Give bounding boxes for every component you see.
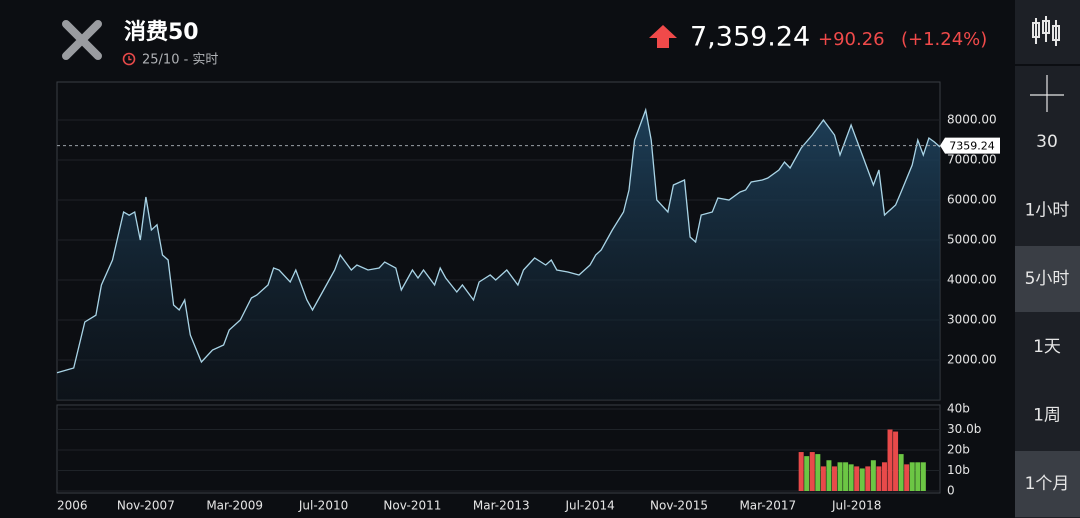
sidebar-button[interactable] xyxy=(1015,382,1080,449)
title: 消费50 xyxy=(124,20,199,45)
volume-bar xyxy=(876,466,882,491)
y-tick-label: 6000.00 xyxy=(947,193,997,207)
volume-bar xyxy=(904,464,910,491)
y-tick-label: 4000.00 xyxy=(947,273,997,287)
volume-bar xyxy=(798,452,804,491)
volume-bar xyxy=(804,456,810,491)
time-label: 25/10 - 实时 xyxy=(142,53,218,68)
x-tick-label: Mar-2009 xyxy=(206,499,263,513)
volume-bar xyxy=(870,460,876,491)
y-tick-label: 2000.00 xyxy=(947,353,997,367)
y-tick-label: 0 xyxy=(947,484,955,498)
x-tick-label: 2006 xyxy=(57,499,88,513)
y-tick-label: 10b xyxy=(947,463,970,477)
volume-bar xyxy=(854,466,860,491)
y-tick-label: 5000.00 xyxy=(947,233,997,247)
x-tick-label: Mar-2013 xyxy=(473,499,530,513)
volume-bar xyxy=(837,462,843,491)
sidebar-label: 1小时 xyxy=(1025,201,1070,221)
volume-bar xyxy=(898,454,904,491)
volume-bar xyxy=(831,466,837,491)
sidebar-label: 1个月 xyxy=(1025,474,1070,494)
sidebar-button[interactable] xyxy=(1015,451,1080,517)
x-tick-label: Jul-2018 xyxy=(831,499,881,513)
volume-bar xyxy=(887,429,893,491)
sidebar-label: 5小时 xyxy=(1025,269,1070,289)
change-percent: (+1.24%) xyxy=(901,29,987,50)
y-tick-label: 3000.00 xyxy=(947,313,997,327)
x-tick-label: Jul-2014 xyxy=(564,499,614,513)
sidebar-label: 30 xyxy=(1036,132,1058,152)
y-tick-label: 8000.00 xyxy=(947,113,997,127)
volume-bar xyxy=(820,466,826,491)
x-tick-label: Mar-2017 xyxy=(739,499,796,513)
y-tick-label: 30.0b xyxy=(947,422,981,436)
last-price-box xyxy=(940,137,1000,154)
x-tick-label: Nov-2015 xyxy=(650,499,708,513)
y-tick-label: 20b xyxy=(947,443,970,457)
change: +90.26 xyxy=(818,29,885,50)
sidebar-button[interactable] xyxy=(1015,246,1080,312)
up-arrow xyxy=(649,25,677,48)
price: 7,359.24 xyxy=(690,22,810,53)
volume-bar xyxy=(809,452,815,491)
sidebar-button[interactable] xyxy=(1015,177,1080,244)
volume-bar xyxy=(909,462,915,491)
volume-bar xyxy=(815,454,821,491)
y-tick-label: 40b xyxy=(947,402,970,416)
volume-bar xyxy=(843,462,849,491)
y-tick-label: 7000.00 xyxy=(947,153,997,167)
x-tick-label: Jul-2010 xyxy=(298,499,348,513)
sidebar-label: 1天 xyxy=(1033,337,1061,357)
volume-bar xyxy=(893,431,899,491)
volume-bar xyxy=(920,462,926,491)
candle-icon[interactable] xyxy=(1032,16,1060,46)
volume-bar xyxy=(848,464,854,491)
price-line xyxy=(56,107,941,374)
volume-panel xyxy=(56,404,941,494)
clock-icon xyxy=(122,52,136,66)
volume-bar xyxy=(826,460,832,491)
volume-bar xyxy=(881,462,887,491)
volume-bar xyxy=(865,466,871,491)
volume-bar xyxy=(915,462,921,491)
volume-bar xyxy=(859,468,865,491)
sidebar-button[interactable] xyxy=(1015,314,1080,380)
x-tick-label: Nov-2011 xyxy=(383,499,441,513)
crosshair-icon[interactable] xyxy=(1030,75,1064,112)
x-tick-label: Nov-2007 xyxy=(117,499,175,513)
last-price-label: 7359.24 xyxy=(949,140,995,153)
sidebar-label: 1周 xyxy=(1033,406,1061,426)
area-fill xyxy=(57,110,940,400)
close-button[interactable] xyxy=(62,20,102,60)
